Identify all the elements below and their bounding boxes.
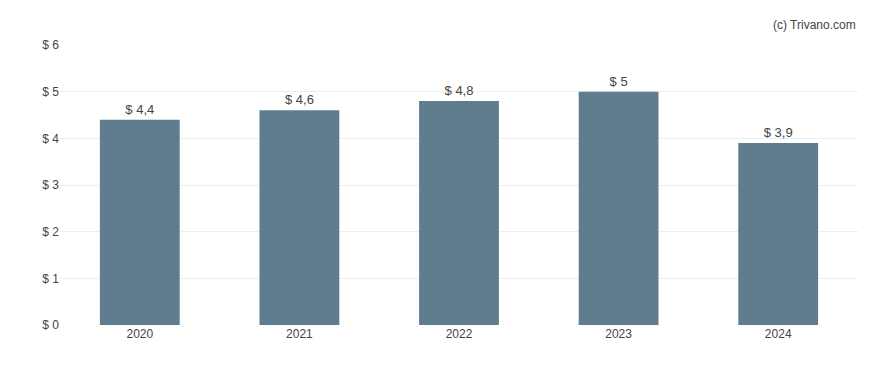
svg-text:(c) Trivano.com: (c) Trivano.com xyxy=(773,18,856,32)
svg-text:2021: 2021 xyxy=(286,327,313,341)
svg-text:$ 4: $ 4 xyxy=(42,132,59,146)
svg-text:$ 5: $ 5 xyxy=(610,74,628,89)
svg-text:$ 4,6: $ 4,6 xyxy=(285,92,314,107)
svg-text:$ 0: $ 0 xyxy=(42,318,59,332)
svg-text:$ 4,8: $ 4,8 xyxy=(445,83,474,98)
svg-text:$ 4,4: $ 4,4 xyxy=(125,102,154,117)
svg-text:$ 3,9: $ 3,9 xyxy=(764,125,793,140)
svg-text:$ 5: $ 5 xyxy=(42,85,59,99)
svg-text:$ 2: $ 2 xyxy=(42,225,59,239)
svg-text:2024: 2024 xyxy=(765,327,792,341)
svg-text:$ 6: $ 6 xyxy=(42,38,59,52)
svg-text:2023: 2023 xyxy=(605,327,632,341)
svg-text:2020: 2020 xyxy=(126,327,153,341)
svg-text:$ 3: $ 3 xyxy=(42,178,59,192)
svg-text:$ 1: $ 1 xyxy=(42,272,59,286)
svg-text:2022: 2022 xyxy=(446,327,473,341)
